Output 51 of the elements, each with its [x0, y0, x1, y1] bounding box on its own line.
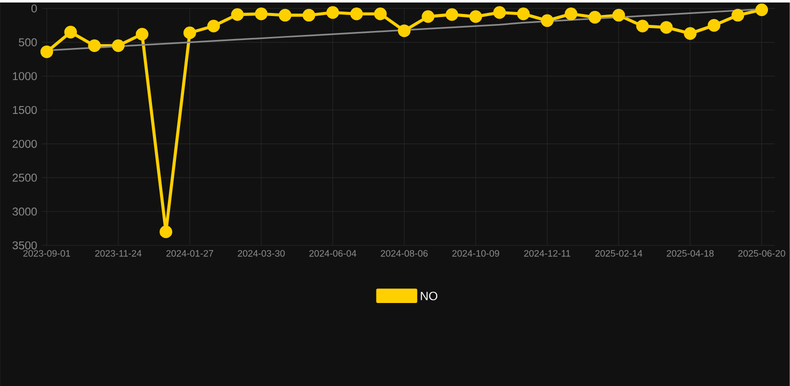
point	[207, 20, 220, 32]
point	[398, 24, 411, 37]
y-tick-label: 3500	[12, 241, 37, 250]
x-tick-label: 2025-04-18	[666, 250, 714, 257]
point	[493, 6, 506, 19]
point	[326, 6, 340, 19]
point	[40, 45, 54, 58]
point	[112, 39, 125, 52]
point	[302, 8, 316, 22]
x-tick-label: 2024-08-06	[380, 250, 428, 257]
point	[422, 10, 434, 23]
point	[136, 28, 148, 40]
point	[660, 20, 673, 34]
point	[517, 7, 530, 20]
y-tick-label: 1500	[12, 106, 37, 114]
point	[160, 225, 172, 238]
point	[183, 26, 196, 39]
point	[64, 26, 77, 38]
legend-label: NO	[420, 292, 438, 300]
y-tick-label: 1000	[12, 72, 37, 80]
point	[374, 7, 387, 20]
x-tick-label: 2023-11-24	[95, 250, 142, 257]
point	[446, 8, 458, 21]
point	[350, 7, 363, 20]
point	[469, 10, 482, 23]
y-tick-label: 2500	[12, 174, 37, 182]
point	[755, 3, 768, 16]
x-tick-label: 2025-06-20	[738, 250, 786, 257]
y-tick-label: 2000	[12, 140, 37, 148]
x-tick-label: 2023-09-01	[23, 250, 70, 257]
y-tick-label: 3000	[12, 207, 37, 216]
x-tick-label: 2025-02-14	[595, 250, 642, 257]
point	[231, 8, 244, 21]
point	[564, 7, 578, 20]
x-tick-label: 2024-01-27	[166, 250, 214, 257]
point	[636, 20, 649, 32]
y-tick-label: 500	[18, 38, 37, 46]
point	[278, 8, 292, 22]
y-tick-label: 0	[31, 4, 37, 12]
point	[254, 7, 268, 20]
x-tick-label: 2024-06-04	[309, 250, 356, 257]
point	[684, 27, 697, 40]
x-tick-label: 2024-10-09	[452, 250, 500, 257]
x-tick-label: 2024-12-11	[524, 250, 570, 257]
point	[732, 8, 744, 22]
point	[540, 14, 554, 27]
point	[588, 10, 602, 24]
point	[708, 18, 720, 32]
point	[88, 39, 101, 52]
point	[612, 8, 626, 22]
x-tick-label: 2024-03-30	[238, 250, 285, 257]
